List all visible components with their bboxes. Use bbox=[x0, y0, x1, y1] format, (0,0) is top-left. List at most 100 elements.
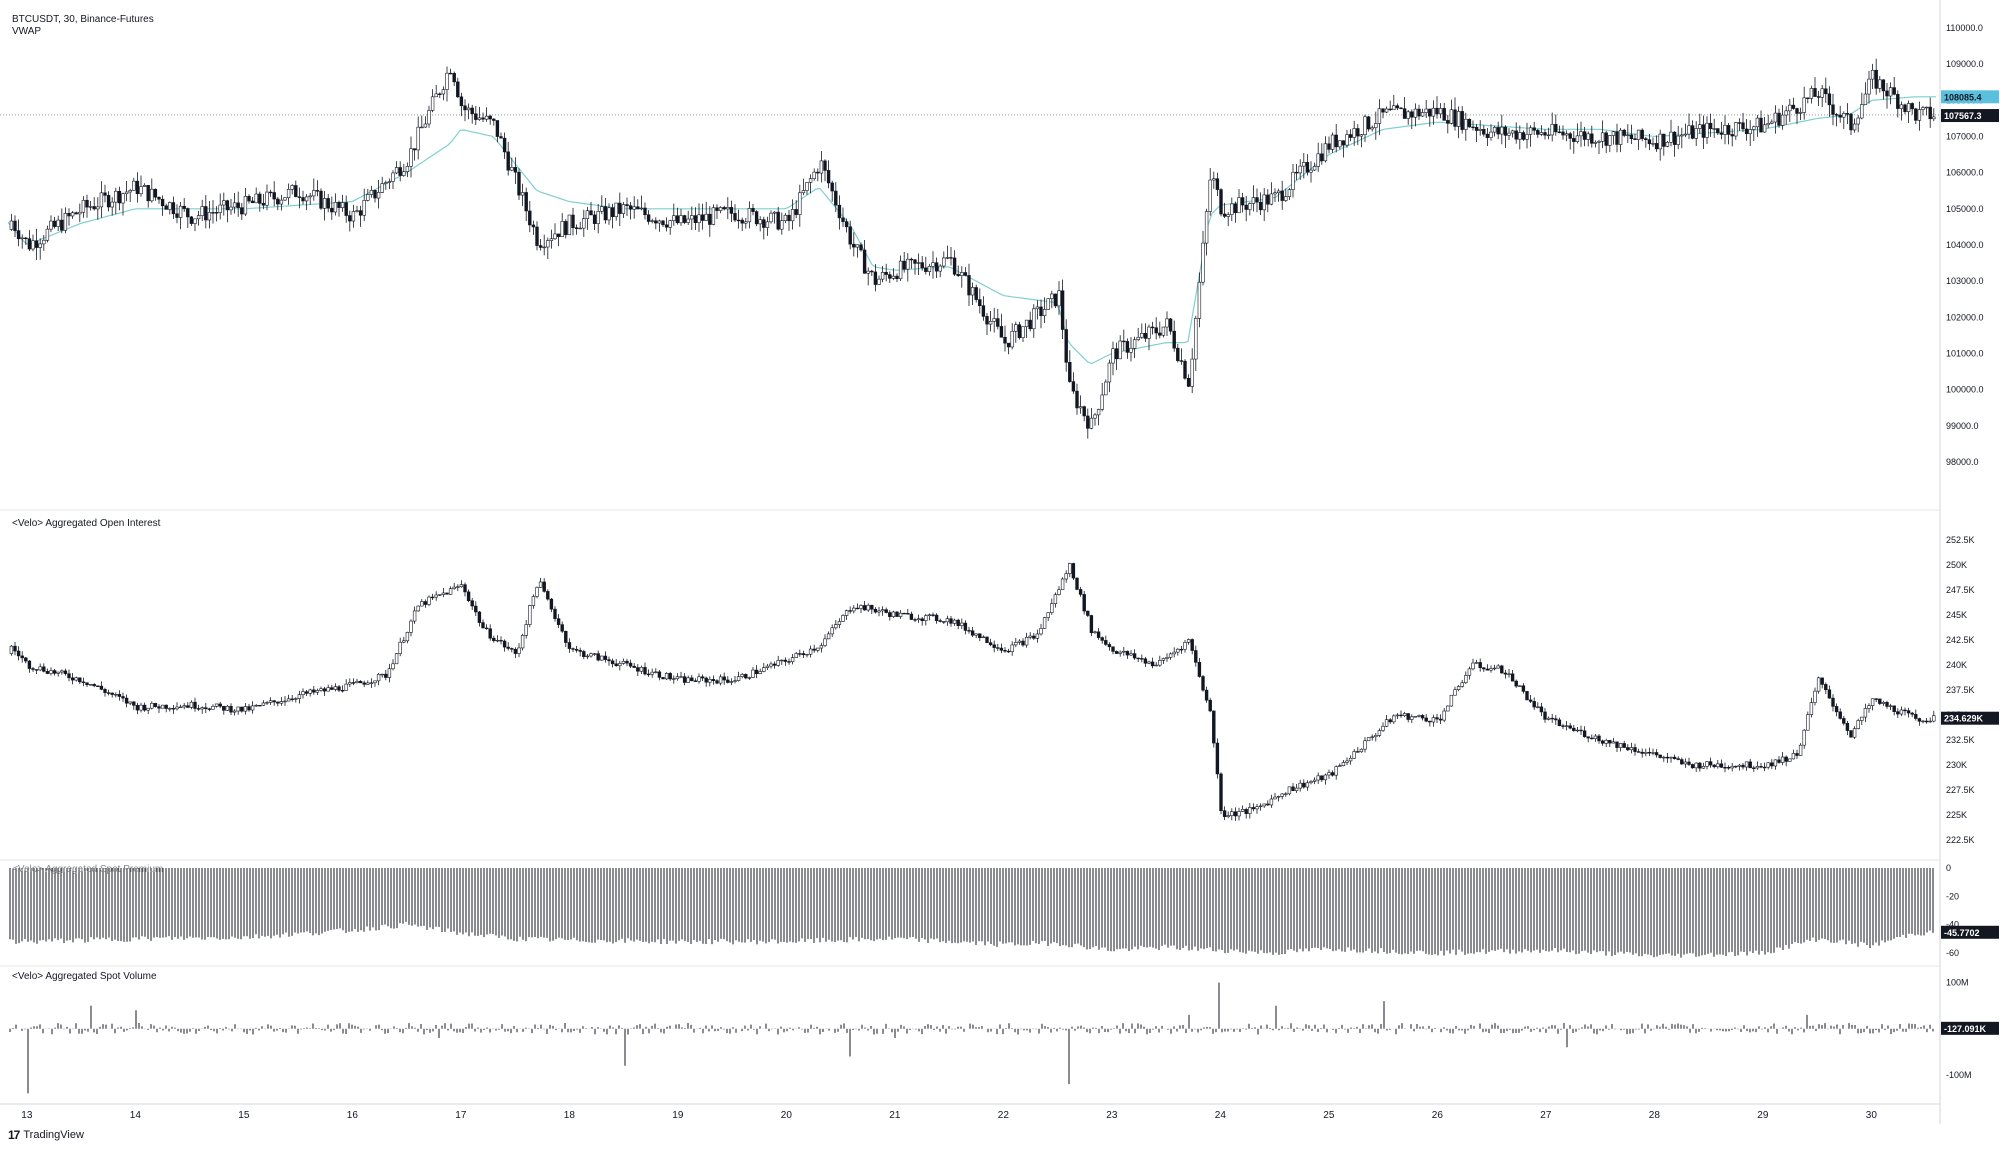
candle-body bbox=[268, 191, 273, 194]
candle-body bbox=[1032, 308, 1036, 330]
candle-body bbox=[110, 201, 114, 208]
candle-body bbox=[88, 206, 93, 208]
candle-body bbox=[495, 120, 500, 137]
candle-body bbox=[1608, 135, 1612, 146]
candle-body bbox=[1345, 134, 1349, 146]
candle-body bbox=[992, 318, 996, 322]
time-axis-tick-label: 20 bbox=[781, 1110, 793, 1121]
oi-candle bbox=[1680, 759, 1684, 765]
candle-body bbox=[1543, 132, 1547, 136]
oi-candle bbox=[355, 681, 359, 683]
oi-candle bbox=[574, 648, 579, 651]
candle-body bbox=[924, 267, 928, 272]
time-axis-tick-label: 22 bbox=[998, 1110, 1010, 1121]
oi-candle bbox=[812, 648, 816, 651]
oi-candle bbox=[243, 706, 248, 712]
candle-body bbox=[384, 182, 388, 184]
candle-body bbox=[1309, 169, 1313, 173]
oi-candle bbox=[189, 701, 194, 708]
candle-body bbox=[445, 72, 449, 90]
price-axis-tick-label: 110000.0 bbox=[1946, 23, 1983, 33]
last-price-label-bg bbox=[1941, 109, 1999, 123]
candle-body bbox=[1507, 132, 1511, 136]
oi-candle bbox=[571, 648, 575, 650]
oi-candle bbox=[1507, 673, 1511, 675]
candle-body bbox=[520, 192, 525, 196]
oi-candle bbox=[1453, 689, 1457, 696]
oi-candle bbox=[906, 613, 910, 615]
candle-body bbox=[1791, 104, 1796, 109]
candle-body bbox=[1446, 120, 1450, 124]
oi-candle bbox=[1672, 756, 1677, 759]
candle-body bbox=[452, 73, 456, 83]
candle-body bbox=[747, 208, 752, 223]
candle-body bbox=[1597, 140, 1601, 143]
candle-body bbox=[351, 211, 356, 222]
candle-body bbox=[643, 207, 647, 216]
oi-candle bbox=[1402, 713, 1407, 716]
candle-body bbox=[459, 96, 464, 107]
candle-body bbox=[1532, 127, 1536, 131]
candle-body bbox=[960, 272, 964, 276]
oi-candle bbox=[1932, 715, 1936, 722]
candle-body bbox=[636, 206, 640, 210]
candle-body bbox=[1867, 78, 1871, 95]
oi-candle bbox=[1878, 698, 1882, 704]
candle-body bbox=[1575, 135, 1580, 142]
oi-candle bbox=[556, 618, 561, 625]
oi-candle bbox=[1320, 775, 1324, 781]
candle-body bbox=[1118, 340, 1122, 360]
spot-volume-pane[interactable] bbox=[9, 982, 1934, 1094]
oi-candle bbox=[1845, 723, 1850, 731]
candle-body bbox=[1442, 108, 1446, 121]
candle-body bbox=[1248, 203, 1252, 210]
oi-candle bbox=[1096, 631, 1101, 638]
oi-candle bbox=[1572, 727, 1576, 731]
candle-body bbox=[1132, 339, 1137, 349]
oi-candle bbox=[596, 653, 600, 661]
oi-candle bbox=[1111, 646, 1115, 652]
oi-candle bbox=[693, 680, 698, 682]
time-axis-tick-label: 15 bbox=[238, 1110, 250, 1121]
oi-candle bbox=[952, 619, 957, 624]
oi-candle bbox=[628, 662, 633, 667]
spot-premium-pane[interactable] bbox=[9, 868, 1934, 958]
candle-body bbox=[632, 206, 636, 210]
oi-candle bbox=[708, 679, 712, 683]
oi-candle bbox=[106, 692, 111, 694]
candle-body bbox=[222, 200, 226, 206]
candle-body bbox=[1474, 126, 1479, 131]
candle-body bbox=[668, 220, 672, 228]
candle-body bbox=[13, 220, 17, 231]
open-interest-pane[interactable] bbox=[9, 562, 1936, 821]
oi-candle bbox=[1478, 662, 1482, 669]
tradingview-logo[interactable]: 17 TradingView bbox=[8, 1128, 84, 1142]
oi-candle bbox=[229, 705, 233, 713]
oi-candle bbox=[1136, 657, 1140, 660]
candle-body bbox=[153, 188, 158, 198]
price-pane[interactable] bbox=[0, 58, 1940, 439]
volume-last-label-bg bbox=[1941, 1021, 1999, 1035]
oi-candle bbox=[513, 648, 518, 654]
premium-last-label-bg bbox=[1941, 925, 1999, 939]
oi-candle bbox=[294, 698, 298, 700]
oi-candle bbox=[1395, 714, 1400, 717]
candle-body bbox=[1035, 306, 1040, 310]
volume-last-label: -127.091K bbox=[1944, 1024, 1987, 1034]
candle-body bbox=[160, 198, 165, 207]
oi-candle bbox=[600, 655, 604, 661]
oi-candle bbox=[1366, 737, 1371, 742]
oi-candle bbox=[956, 619, 960, 626]
oi-candle bbox=[416, 605, 420, 612]
oi-candle bbox=[625, 660, 629, 664]
oi-candle bbox=[1233, 811, 1238, 817]
oi-candle bbox=[110, 692, 114, 695]
candle-body bbox=[218, 204, 222, 213]
candle-body bbox=[1280, 190, 1284, 201]
oi-candle bbox=[546, 591, 550, 600]
oi-candle bbox=[463, 584, 467, 593]
candle-body bbox=[510, 167, 514, 171]
candle-body bbox=[1694, 128, 1698, 139]
candle-body bbox=[697, 214, 701, 224]
